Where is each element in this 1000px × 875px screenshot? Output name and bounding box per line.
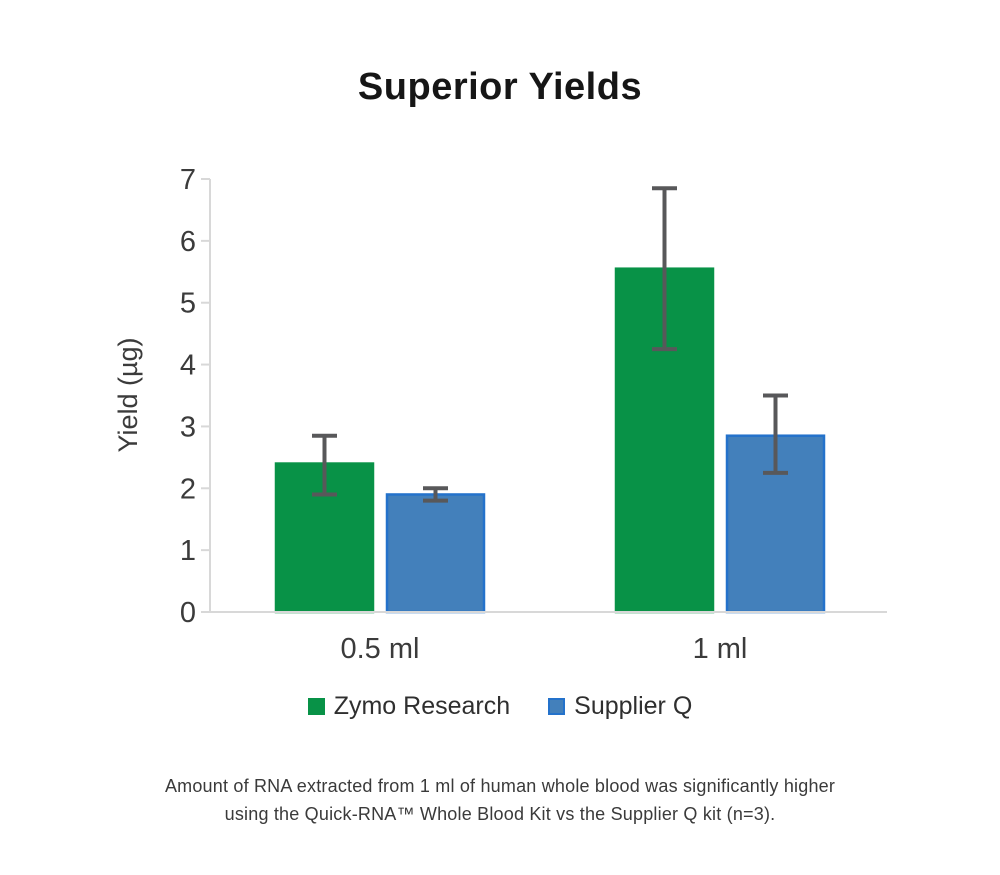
chart-legend: Zymo Research Supplier Q	[0, 692, 1000, 721]
caption-line-1: Amount of RNA extracted from 1 ml of hum…	[164, 776, 836, 796]
category-label-1-ml: 1 ml	[693, 633, 748, 665]
y-tick-label-7: 7	[180, 164, 196, 196]
yield-bar-chart: 0 1 2 3 4 5 6 7 0.5 ml 1 ml Yield (µg)	[113, 164, 887, 665]
y-tick-label-5: 5	[180, 288, 196, 320]
caption-line-2: using the Quick-RNA™ Whole Blood Kit vs …	[224, 804, 776, 824]
y-tick-label-0: 0	[180, 597, 196, 629]
chart-title: Superior Yields	[357, 66, 643, 108]
category-label-0-5-ml: 0.5 ml	[341, 633, 420, 665]
y-tick-label-6: 6	[180, 226, 196, 258]
bar-supplier-q-0-5-ml	[385, 493, 486, 614]
y-tick-label-1: 1	[180, 535, 196, 567]
y-axis-title: Yield (µg)	[113, 337, 143, 452]
y-tick-label-2: 2	[180, 473, 196, 505]
y-tick-label-4: 4	[180, 350, 196, 382]
y-tick-label-3: 3	[180, 411, 196, 443]
legend-label-zymo-research: Zymo Research	[333, 692, 511, 720]
legend-item-supplier-q: Supplier Q	[548, 692, 692, 721]
legend-item-zymo-research: Zymo Research	[307, 692, 511, 721]
legend-swatch-zymo-research-icon	[307, 698, 325, 715]
chart-caption: Amount of RNA extracted from 1 ml of hum…	[0, 772, 1000, 828]
legend-label-supplier-q: Supplier Q	[574, 692, 693, 720]
legend-swatch-supplier-q-icon	[548, 698, 566, 715]
